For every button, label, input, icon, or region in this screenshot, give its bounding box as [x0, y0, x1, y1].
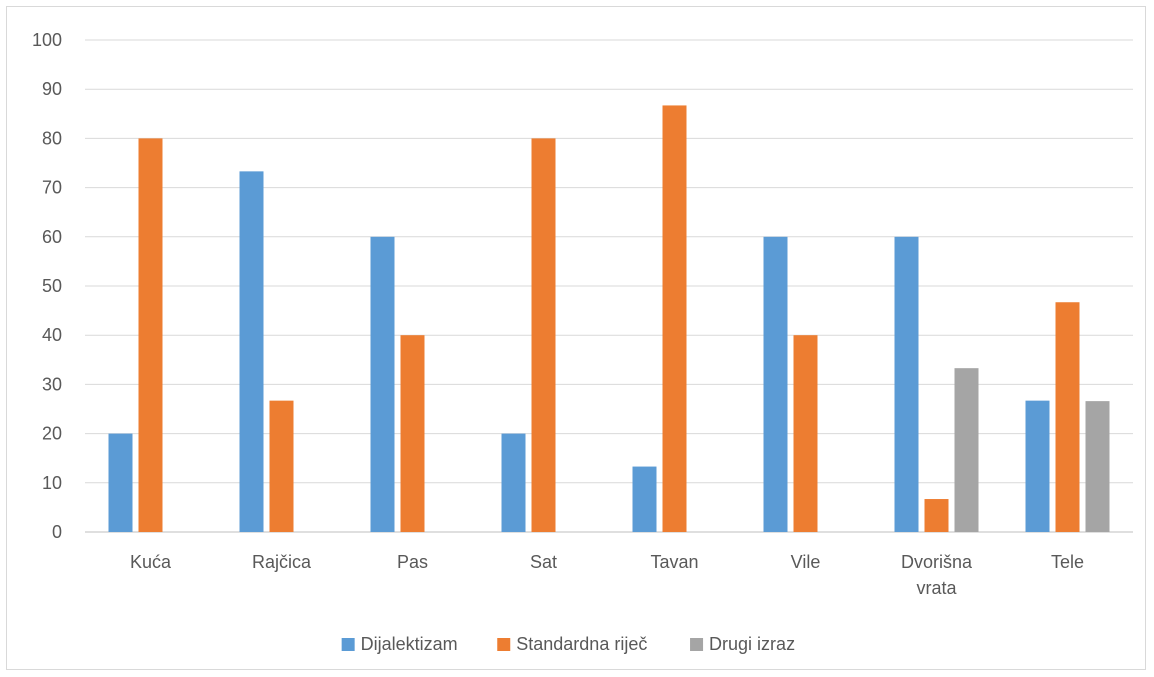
legend-label: Dijalektizam — [361, 634, 458, 654]
bar-standardna-riječ — [531, 138, 556, 532]
x-tick-label: Tavan — [650, 552, 698, 572]
bars — [108, 105, 1110, 533]
x-tick-label: Rajčica — [252, 552, 312, 572]
bar-standardna-riječ — [269, 400, 294, 532]
bar-dijalektizam — [1025, 400, 1050, 532]
legend-label: Standardna riječ — [516, 634, 647, 654]
legend-swatch — [690, 638, 704, 651]
bar-standardna-riječ — [1055, 302, 1080, 532]
bar-dijalektizam — [894, 236, 919, 533]
x-tick-label: Kuća — [130, 552, 172, 572]
x-tick-label: Dvorišna — [901, 552, 973, 572]
y-tick-label: 30 — [42, 374, 62, 394]
y-tick-label: 20 — [42, 424, 62, 444]
legend-swatch — [497, 638, 511, 651]
y-tick-label: 70 — [42, 178, 62, 198]
bar-dijalektizam — [108, 433, 133, 532]
bar-dijalektizam — [501, 433, 526, 532]
y-tick-label: 50 — [42, 276, 62, 296]
legend-swatch — [341, 638, 355, 651]
x-tick-label: vrata — [916, 578, 957, 598]
legend: Dijalektizam Standardna riječ Drugi izraz — [341, 634, 795, 654]
y-tick-label: 90 — [42, 79, 62, 99]
bar-dijalektizam — [763, 236, 788, 533]
bar-standardna-riječ — [924, 499, 949, 532]
legend-item-standardna-riječ: Standardna riječ — [497, 634, 647, 654]
bar-standardna-riječ — [793, 335, 818, 532]
y-tick-label: 0 — [52, 522, 62, 542]
bar-drugi-izraz — [954, 368, 979, 532]
x-axis-ticks: Kuća Rajčica Pas Sat Tavan Vile Dvorišna vrata T… — [130, 552, 1084, 598]
x-tick-label: Pas — [397, 552, 428, 572]
bar-standardna-riječ — [662, 105, 687, 532]
y-axis-ticks: 0 10 20 30 40 50 60 70 80 90 100 — [32, 30, 62, 542]
x-tick-label: Sat — [530, 552, 557, 572]
bar-drugi-izraz — [1085, 401, 1110, 532]
legend-item-drugi-izraz: Drugi izraz — [690, 634, 795, 654]
y-tick-label: 80 — [42, 128, 62, 148]
chart-frame — [6, 6, 1146, 670]
x-tick-label: Vile — [791, 552, 821, 572]
y-tick-label: 100 — [32, 30, 62, 50]
legend-item-dijalektizam: Dijalektizam — [341, 634, 458, 654]
legend-label: Drugi izraz — [709, 634, 795, 654]
y-tick-label: 10 — [42, 473, 62, 493]
y-tick-label: 40 — [42, 325, 62, 345]
y-tick-label: 60 — [42, 227, 62, 247]
bar-dijalektizam — [239, 171, 264, 532]
bar-dijalektizam — [370, 236, 395, 533]
bar-standardna-riječ — [400, 335, 425, 532]
bar-standardna-riječ — [138, 138, 163, 532]
x-tick-label: Tele — [1051, 552, 1084, 572]
bar-dijalektizam — [632, 466, 657, 532]
